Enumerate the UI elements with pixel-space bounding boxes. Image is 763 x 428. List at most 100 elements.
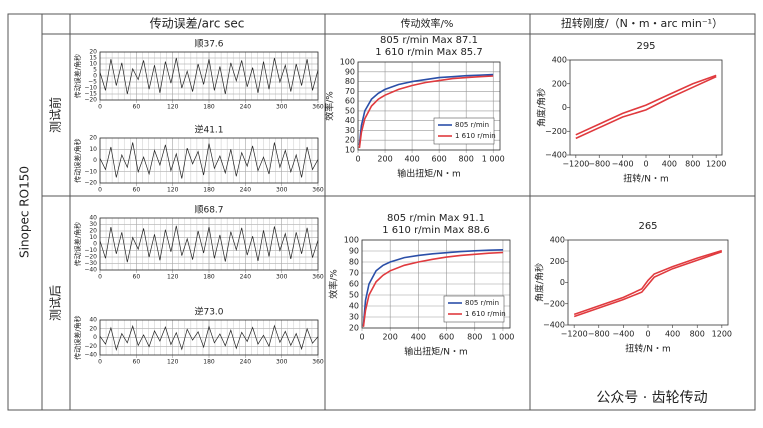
x-tick-label: 0 xyxy=(359,333,364,342)
y-tick-label: 20 xyxy=(345,136,355,145)
x-axis-label: 扭转/N・m xyxy=(625,343,671,355)
y-tick-label: −10 xyxy=(84,168,97,175)
y-tick-label: −20 xyxy=(84,97,97,104)
y-tick-label: −5 xyxy=(88,79,97,86)
y-tick-label: 20 xyxy=(89,228,97,235)
x-tick-label: 60 xyxy=(133,104,141,111)
x-tick-label: 60 xyxy=(133,187,141,194)
y-tick-label: 100 xyxy=(344,236,359,245)
plot-frame xyxy=(567,239,729,326)
y-axis-label: 传动误差/角秒 xyxy=(73,138,82,182)
x-tick-label: 60 xyxy=(133,274,141,281)
x-tick-label: 200 xyxy=(377,155,392,164)
y-tick-label: 30 xyxy=(89,221,97,228)
data-line xyxy=(99,225,319,263)
x-axis-label: 扭转/N・m xyxy=(623,173,669,185)
x-tick-label: 400 xyxy=(404,155,419,164)
legend-label: 805 r/min xyxy=(455,121,489,129)
y-tick-label: 200 xyxy=(550,257,565,266)
chart-title: 逆41.1 xyxy=(194,124,223,136)
x-tick-label: 300 xyxy=(276,359,288,366)
y-tick-label: −40 xyxy=(84,352,97,359)
x-tick-label: 180 xyxy=(203,359,215,366)
y-tick-label: 20 xyxy=(89,49,97,56)
y-tick-label: −40 xyxy=(84,267,97,274)
x-tick-label: 400 xyxy=(662,160,677,169)
y-tick-label: 0 xyxy=(93,241,97,248)
x-tick-label: 600 xyxy=(439,333,454,342)
x-tick-label: 120 xyxy=(167,187,179,194)
x-tick-label: 120 xyxy=(167,104,179,111)
y-tick-label: 10 xyxy=(89,61,97,68)
table-grid xyxy=(7,13,756,411)
x-tick-label: 0 xyxy=(645,330,650,339)
legend-label: 1 610 r/min xyxy=(465,310,506,318)
legend-box xyxy=(443,295,505,323)
y-tick-label: 90 xyxy=(349,247,359,256)
y-tick-label: −20 xyxy=(84,180,97,187)
y-tick-label: −10 xyxy=(84,247,97,254)
plot-frame xyxy=(99,51,319,101)
y-tick-label: 90 xyxy=(345,67,355,76)
plot-frame xyxy=(361,239,511,329)
x-tick-label: 400 xyxy=(411,333,426,342)
x-tick-label: −400 xyxy=(612,160,634,169)
x-tick-label: −800 xyxy=(588,160,610,169)
data-line xyxy=(358,75,494,149)
x-tick-label: 360 xyxy=(312,274,324,281)
x-tick-label: 300 xyxy=(276,274,288,281)
x-tick-label: −1200 xyxy=(561,330,588,339)
x-axis-label: 输出扭矩/N・m xyxy=(404,346,468,358)
y-tick-label: 70 xyxy=(349,269,359,278)
x-tick-label: 800 xyxy=(690,330,705,339)
y-tick-label: 60 xyxy=(349,280,359,289)
y-axis-label: 角度/角秒 xyxy=(536,88,548,127)
side-label: Sinopec RO150 xyxy=(18,166,32,258)
data-line xyxy=(358,73,494,146)
y-tick-label: 40 xyxy=(89,215,97,222)
plot-frame xyxy=(99,217,319,271)
x-tick-label: 240 xyxy=(240,359,252,366)
y-tick-label: 5 xyxy=(93,67,97,74)
plot-frame xyxy=(357,61,501,151)
chart-subtitle: 1 610 r/min Max 85.7 xyxy=(375,47,482,58)
y-tick-label: 50 xyxy=(349,291,359,300)
x-tick-label: 0 xyxy=(643,160,648,169)
y-tick-label: 100 xyxy=(340,58,355,67)
y-tick-label: 30 xyxy=(349,313,359,322)
x-tick-label: 180 xyxy=(203,274,215,281)
y-tick-label: 200 xyxy=(552,79,567,88)
y-tick-label: −200 xyxy=(545,127,567,136)
y-tick-label: 40 xyxy=(349,302,359,311)
x-tick-label: 180 xyxy=(203,104,215,111)
y-axis-label: 传动误差/角秒 xyxy=(73,315,82,359)
y-tick-label: 0 xyxy=(93,73,97,80)
chart-subtitle: 1 610 r/min Max 88.6 xyxy=(382,225,489,236)
chart-title: 265 xyxy=(638,221,657,232)
y-tick-label: −20 xyxy=(84,254,97,261)
y-tick-label: 0 xyxy=(93,157,97,164)
x-tick-label: 200 xyxy=(383,333,398,342)
y-axis-label: 效率/% xyxy=(328,269,340,299)
x-tick-label: 0 xyxy=(98,187,102,194)
x-tick-label: 800 xyxy=(467,333,482,342)
y-tick-label: 20 xyxy=(349,324,359,333)
y-axis-label: 传动误差/角秒 xyxy=(73,222,82,266)
chart-title: 顺68.7 xyxy=(194,205,223,216)
x-tick-label: 0 xyxy=(355,155,360,164)
y-tick-label: 40 xyxy=(89,317,97,324)
y-tick-label: −10 xyxy=(84,85,97,92)
y-tick-label: 10 xyxy=(89,146,97,153)
x-tick-label: 800 xyxy=(459,155,474,164)
x-tick-label: 0 xyxy=(98,104,102,111)
data-line xyxy=(99,324,319,352)
x-tick-label: 300 xyxy=(276,187,288,194)
y-tick-label: 0 xyxy=(562,103,567,112)
y-tick-label: 15 xyxy=(89,55,97,62)
y-axis-label: 角度/角秒 xyxy=(534,263,546,302)
plot-frame xyxy=(99,137,319,184)
data-line xyxy=(573,250,723,318)
x-tick-label: 360 xyxy=(312,359,324,366)
header-cell: 传动效率/% xyxy=(401,17,454,30)
data-line xyxy=(99,57,319,95)
